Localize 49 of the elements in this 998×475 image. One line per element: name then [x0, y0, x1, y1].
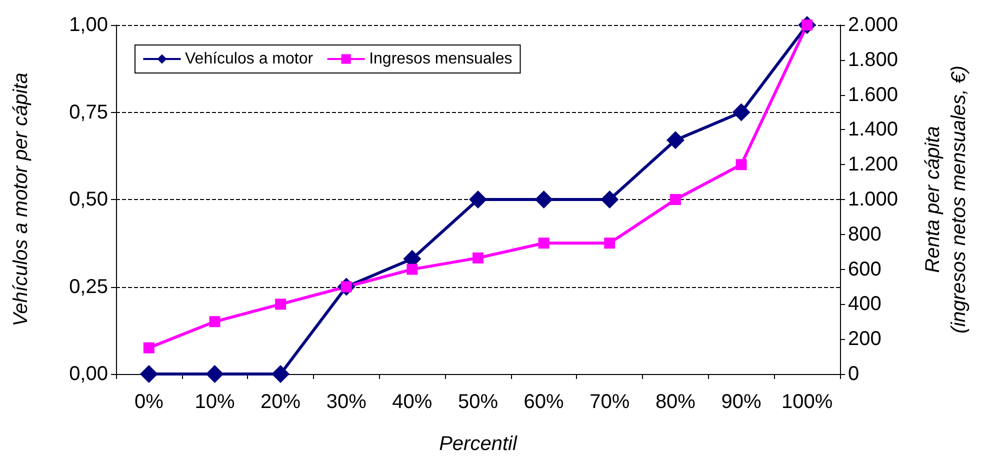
point — [538, 238, 550, 249]
x-tick-label: 10% — [194, 391, 235, 413]
y-tick-label: 0,25 — [69, 276, 108, 298]
x-tick-label: 30% — [326, 391, 367, 413]
point — [600, 190, 619, 208]
x-tick-label: 90% — [721, 391, 762, 413]
y2-tick-label: 1.800 — [848, 48, 898, 71]
point — [736, 159, 747, 170]
point — [469, 190, 487, 208]
x-tick-label: 0% — [134, 391, 164, 413]
point — [406, 264, 418, 275]
point — [670, 194, 681, 205]
x-tick-label: 80% — [655, 391, 696, 413]
y2-tick-label: 2.000 — [848, 14, 898, 36]
y2-tick-label: 1.600 — [848, 84, 898, 106]
y2-tick-label: 1.000 — [848, 188, 898, 210]
y-tick-label: 0,00 — [69, 363, 108, 385]
y-axis-title: Vehículos a motor per cápita — [10, 72, 32, 326]
y2-tick-label: 1.200 — [848, 154, 898, 176]
point — [666, 131, 684, 150]
point — [604, 238, 616, 249]
point — [143, 342, 154, 354]
x-tick-label: 20% — [260, 391, 301, 413]
y2-tick-label: 0 — [848, 363, 860, 385]
point — [472, 252, 484, 264]
y2-tick-label: 400 — [848, 293, 882, 316]
y2-tick-label: 800 — [848, 223, 882, 246]
y2-tick-label: 1.400 — [848, 118, 898, 141]
y2-tick-label: 200 — [848, 328, 882, 350]
y-tick-label: 1,00 — [69, 14, 108, 36]
point — [732, 103, 750, 122]
point — [206, 365, 224, 383]
y2-tick-label: 600 — [848, 258, 882, 280]
x-tick-label: 60% — [524, 391, 564, 413]
point — [272, 365, 290, 383]
legend-label: Vehículos a motor — [185, 50, 314, 68]
x-axis-title: Percentil — [439, 433, 518, 455]
legend-label: Ingresos mensuales — [369, 50, 512, 68]
point — [534, 190, 553, 208]
y2-axis-title: Renta per cápita (ingresos netos mensuales, €) — [922, 66, 970, 334]
point — [140, 365, 158, 383]
y-tick-label: 0,75 — [69, 101, 108, 124]
x-tick-label: 100% — [782, 391, 833, 413]
point — [209, 316, 220, 328]
point — [275, 298, 286, 310]
x-tick-label: 70% — [590, 391, 630, 413]
x-tick-label: 50% — [458, 391, 498, 413]
y-tick-label: 0,50 — [69, 188, 108, 210]
x-tick-label: 40% — [392, 391, 432, 413]
